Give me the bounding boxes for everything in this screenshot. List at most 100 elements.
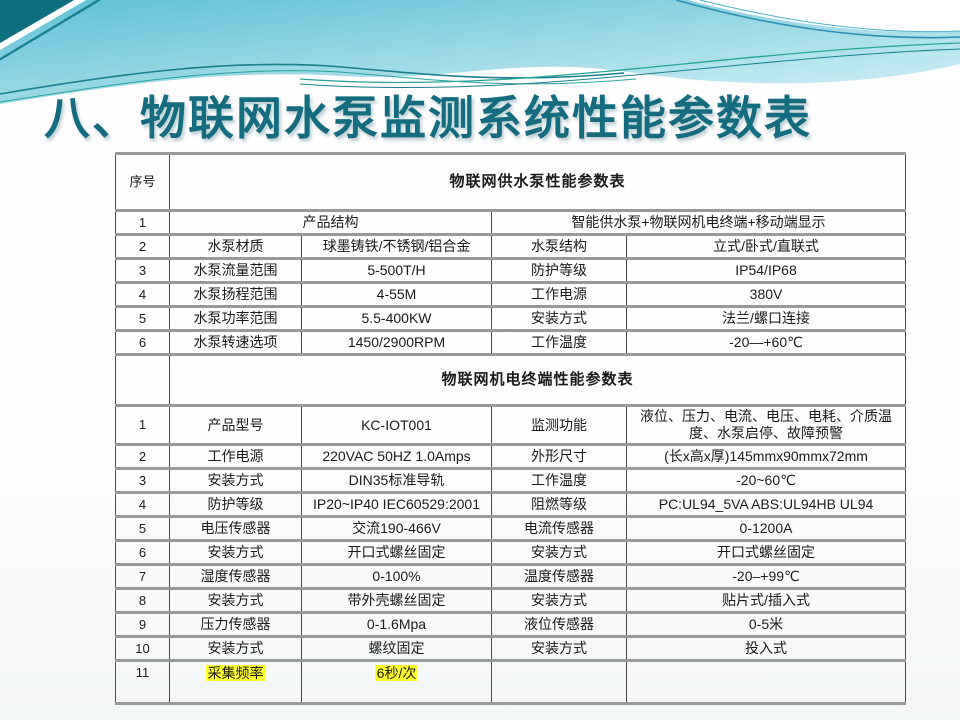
table-cell: 6秒/次	[301, 659, 492, 706]
table-cell: 液位传感器	[491, 611, 627, 639]
table-row: 4 水泵扬程范围 4-55M 工作电源 380V	[115, 281, 907, 308]
table-cell: 螺纹固定	[301, 635, 492, 663]
table-row: 9 压力传感器 0-1.6Mpa 液位传感器 0-5米	[115, 611, 907, 639]
table-cell: 防护等级	[491, 257, 627, 284]
table-cell: 智能供水泵+物联网机电终端+移动端显示	[490, 209, 907, 236]
table-row: 3 安装方式 DIN35标准导轨 工作温度 -20~60℃	[115, 467, 907, 495]
table-cell: KC-IOT001	[301, 403, 492, 447]
table-cell: 水泵转速选项	[169, 329, 302, 356]
table-cell: 0-5米	[625, 611, 907, 639]
table-cell: IP54/IP68	[625, 257, 907, 284]
table-cell: 0-1.6Mpa	[301, 611, 492, 639]
table-cell: 法兰/螺口连接	[625, 305, 907, 332]
table-cell: -20—+60℃	[625, 329, 907, 356]
row-number-cell: 3	[115, 257, 170, 284]
table-cell: 工作温度	[491, 467, 627, 495]
table-cell: 投入式	[625, 635, 907, 663]
row-number-cell: 2	[115, 443, 170, 471]
table-row: 2 工作电源 220VAC 50HZ 1.0Amps 外形尺寸 (长x高x厚)145mm…	[115, 443, 907, 471]
table-cell	[491, 659, 627, 706]
table-cell: 温度传感器	[491, 563, 627, 591]
row-number-cell: 序号	[115, 152, 170, 212]
table-row: 序号 物联网供水泵性能参数表	[115, 152, 907, 212]
row-number-cell: 8	[115, 587, 170, 615]
table-row: 物联网机电终端性能参数表	[115, 353, 907, 407]
table-cell: 湿度传感器	[169, 563, 302, 591]
table-row: 10 安装方式 螺纹固定 安装方式 投入式	[115, 635, 907, 663]
row-number-cell: 2	[115, 233, 170, 260]
table-cell: IP20~IP40 IEC60529:2001	[301, 491, 492, 519]
table-cell: 球墨铸铁/不锈钢/铝合金	[301, 233, 492, 260]
table-cell: 安装方式	[491, 539, 627, 567]
table-cell: 开口式螺丝固定	[301, 539, 492, 567]
table-row: 8 安装方式 带外壳螺丝固定 安装方式 贴片式/插入式	[115, 587, 907, 615]
table-cell: 产品型号	[169, 403, 302, 447]
table-cell: 安装方式	[491, 305, 627, 332]
row-number-cell: 1	[115, 403, 170, 447]
table-cell: 开口式螺丝固定	[625, 539, 907, 567]
page-title: 八、物联网水泵监测系统性能参数表	[44, 92, 812, 144]
table-cell: -20~60℃	[625, 467, 907, 495]
table-cell: 4-55M	[301, 281, 492, 308]
table-row: 5 水泵功率范围 5.5-400KW 安装方式 法兰/螺口连接	[115, 305, 907, 332]
highlighted-value: 采集频率	[205, 665, 266, 682]
table-cell: 阻燃等级	[491, 491, 627, 519]
table-cell: 工作温度	[491, 329, 627, 356]
table-cell: 工作电源	[491, 281, 627, 308]
table-cell: 安装方式	[169, 635, 302, 663]
table-row: 2 水泵材质 球墨铸铁/不锈钢/铝合金 水泵结构 立式/卧式/直联式	[115, 233, 907, 260]
table-cell: 带外壳螺丝固定	[301, 587, 492, 615]
table-row: 1 产品结构 智能供水泵+物联网机电终端+移动端显示	[115, 209, 907, 236]
wave-band-shape	[0, 0, 960, 104]
table-cell: 外形尺寸	[491, 443, 627, 471]
table-cell: 安装方式	[491, 587, 627, 615]
row-number-cell: 9	[115, 611, 170, 639]
row-number-cell	[115, 353, 170, 407]
table-cell: 安装方式	[169, 587, 302, 615]
wave-banner-decoration	[0, 0, 960, 104]
table-cell: 水泵材质	[169, 233, 302, 260]
table-row: 7 湿度传感器 0-100% 温度传感器 -20–+99℃	[115, 563, 907, 591]
table-cell: 0-100%	[301, 563, 492, 591]
table-cell: 1450/2900RPM	[301, 329, 492, 356]
table-cell: DIN35标准导轨	[301, 467, 492, 495]
table-cell: 安装方式	[169, 539, 302, 567]
table-cell: 5-500T/H	[301, 257, 492, 284]
row-number-cell: 7	[115, 563, 170, 591]
table-row: 1 产品型号 KC-IOT001 监测功能 液位、压力、电流、电压、电耗、介质温度、水泵…	[115, 403, 907, 447]
row-number-cell: 4	[115, 491, 170, 519]
highlighted-value: 6秒/次	[374, 665, 419, 682]
table-cell: 采集频率	[169, 659, 302, 706]
row-number-cell: 4	[115, 281, 170, 308]
table-row: 6 水泵转速选项 1450/2900RPM 工作温度 -20—+60℃	[115, 329, 907, 356]
table-cell: 压力传感器	[169, 611, 302, 639]
table-cell: 0-1200A	[625, 515, 907, 543]
table-cell: 液位、压力、电流、电压、电耗、介质温度、水泵启停、故障预警	[625, 403, 907, 447]
row-number-cell: 1	[115, 209, 170, 236]
table-cell: 380V	[625, 281, 907, 308]
table-cell	[625, 659, 907, 706]
row-number-cell: 11	[115, 659, 170, 706]
table-cell: 电压传感器	[169, 515, 302, 543]
row-number-cell: 3	[115, 467, 170, 495]
row-number-cell: 5	[115, 515, 170, 543]
table-row: 5 电压传感器 交流190-466V 电流传感器 0-1200A	[115, 515, 907, 543]
table-row: 3 水泵流量范围 5-500T/H 防护等级 IP54/IP68	[115, 257, 907, 284]
table-cell: 水泵结构	[491, 233, 627, 260]
table-row: 6 安装方式 开口式螺丝固定 安装方式 开口式螺丝固定	[115, 539, 907, 567]
table-cell: 水泵功率范围	[169, 305, 302, 332]
table-cell: PC:UL94_5VA ABS:UL94HB UL94	[625, 491, 907, 519]
table-cell: 水泵流量范围	[169, 257, 302, 284]
section-title-cell: 物联网机电终端性能参数表	[168, 353, 907, 407]
table-row: 4 防护等级 IP20~IP40 IEC60529:2001 阻燃等级 PC:UL94_…	[115, 491, 907, 519]
table-row: 11 采集频率 6秒/次	[115, 659, 907, 706]
table-cell: (长x高x厚)145mmx90mmx72mm	[625, 443, 907, 471]
params-table-body: 序号 物联网供水泵性能参数表 1 产品结构 智能供水泵+物联网机电终端+移动端显示 2 水泵…	[115, 152, 907, 706]
table-cell: 交流190-466V	[301, 515, 492, 543]
table-cell: 防护等级	[169, 491, 302, 519]
row-number-cell: 10	[115, 635, 170, 663]
table-cell: 5.5-400KW	[301, 305, 492, 332]
params-table-container: 序号 物联网供水泵性能参数表 1 产品结构 智能供水泵+物联网机电终端+移动端显示 2 水泵…	[115, 152, 907, 706]
params-table: 序号 物联网供水泵性能参数表 1 产品结构 智能供水泵+物联网机电终端+移动端显示 2 水泵…	[115, 152, 907, 706]
